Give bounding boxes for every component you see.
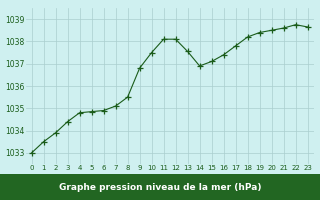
Text: Graphe pression niveau de la mer (hPa): Graphe pression niveau de la mer (hPa) bbox=[59, 182, 261, 192]
